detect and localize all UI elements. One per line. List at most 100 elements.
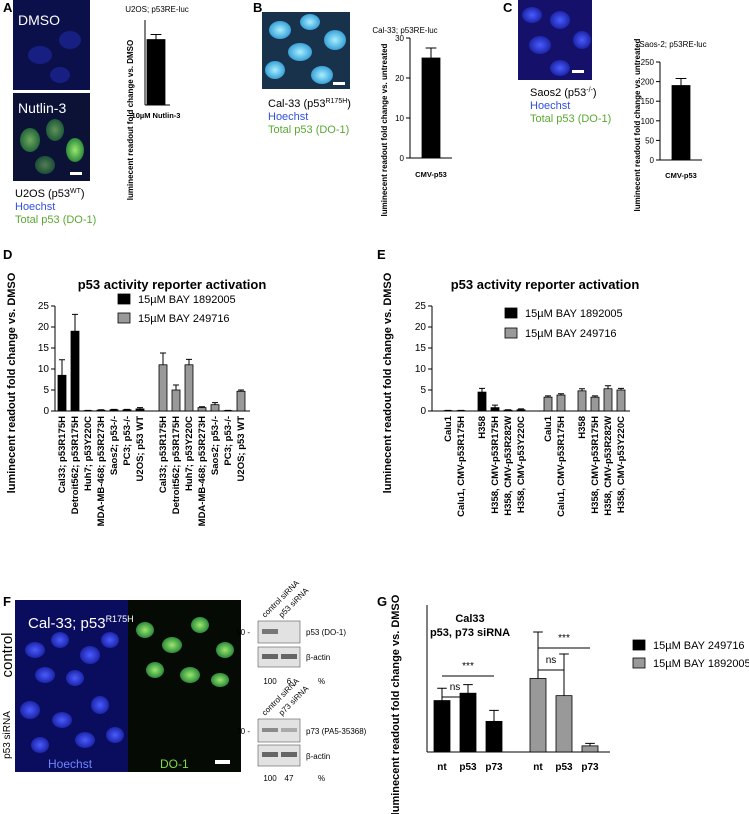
legend-swatch <box>117 312 131 324</box>
western-blot: control siRNA p53 siRNA 50 - p53 (DO-1) … <box>236 578 366 783</box>
error-bar <box>585 742 595 746</box>
error-bar <box>489 709 499 722</box>
y-tick-label: 25 <box>38 301 50 312</box>
y-tick-label: 100 <box>641 117 655 126</box>
y-axis-label: luminecent readout fold change vs. untre… <box>633 38 642 211</box>
cell-line-label: Saos2 (p53-/-) <box>530 87 597 99</box>
error-bar <box>592 395 598 398</box>
bar <box>577 390 587 412</box>
x-tick-label: p53 <box>459 762 477 773</box>
x-tick-label: H358, CMV-p53Y220C <box>616 416 627 513</box>
error-bar <box>437 687 447 701</box>
bar <box>421 57 441 159</box>
x-tick-label: PC3; p53-/- <box>122 416 133 466</box>
legend-swatch <box>117 293 131 305</box>
y-tick-label: 10 <box>415 364 427 375</box>
x-tick-label: H358, CMV-p53R175H <box>590 416 601 514</box>
superscript: WT <box>70 188 82 195</box>
x-tick-label: MDA-MB-468; p53R273H <box>96 416 107 526</box>
chart-title: p53 activity reporter activation <box>78 277 267 292</box>
y-tick-label: 250 <box>641 58 655 67</box>
x-tick-label: Cal33; p53R175H <box>158 416 169 493</box>
x-tick-label: Saos2; p53-/- <box>109 416 120 475</box>
superscript: R175H <box>106 614 134 624</box>
bar <box>603 388 613 412</box>
error-bar <box>72 313 78 332</box>
annotation: ns <box>450 682 461 693</box>
x-tick-label: H358 <box>577 416 588 439</box>
panel-letter: C <box>503 0 513 15</box>
bar <box>516 409 526 412</box>
x-tick-label: Cal33; p53R175H <box>57 416 68 493</box>
y-tick-label: 0 <box>43 406 49 417</box>
bar <box>57 374 67 412</box>
quant: 100 <box>263 774 277 783</box>
panel-letter: G <box>377 594 387 609</box>
error-bar <box>579 388 585 391</box>
bar <box>236 390 246 412</box>
panel-letter: D <box>3 247 12 262</box>
bar <box>477 391 487 412</box>
text: ) <box>593 87 597 99</box>
y-tick-label: 20 <box>395 74 404 83</box>
panel-letter: E <box>377 247 386 262</box>
error-bar <box>558 393 564 396</box>
x-tick-label: Saos2; p53-/- <box>210 416 221 475</box>
chart-title: Cal33 <box>455 613 484 625</box>
bar <box>171 389 181 412</box>
error-bar <box>559 653 569 696</box>
chart-subtitle: p53, p73 siRNA <box>430 627 510 639</box>
x-tick-label: H358 <box>477 416 488 439</box>
error-bar <box>463 684 473 694</box>
panel-letter: B <box>253 0 262 15</box>
superscript: R175H <box>325 98 347 105</box>
stain-label: Hoechst <box>48 757 93 771</box>
y-tick-label: 0 <box>420 406 426 417</box>
x-tick-label: H358, CMV-p53R282W <box>603 416 614 516</box>
x-tick-label: H358, CMV-p53R282W <box>503 416 514 516</box>
bar <box>556 394 566 412</box>
bar <box>135 408 145 412</box>
quant: 100 <box>263 677 277 686</box>
y-tick-label: 0 <box>400 154 405 163</box>
annotation: *** <box>462 661 474 672</box>
bar <box>543 396 553 412</box>
x-tick-label: CMV-p53 <box>415 170 447 179</box>
text: Cal-33 (p53 <box>268 98 325 110</box>
error-bar <box>675 77 687 86</box>
text: U2OS (p53 <box>15 188 70 200</box>
legend-label: 15µM BAY 249716 <box>525 328 617 340</box>
quant-unit: % <box>318 677 325 686</box>
error-bar <box>199 406 205 408</box>
micrograph-c <box>518 0 592 80</box>
x-tick-label: H358, CMV-p53Y220C <box>516 416 527 513</box>
x-tick-label: MDA-MB-468; p53R273H <box>197 416 208 526</box>
chart-title: Saos-2; p53RE-luc <box>639 40 706 49</box>
stain-label: Total p53 (DO-1) <box>15 214 96 226</box>
y-tick-label: 200 <box>641 78 655 87</box>
error-bar <box>173 384 179 390</box>
stain-label: Hoechst <box>15 201 55 213</box>
chart-title: p53 activity reporter activation <box>451 277 640 292</box>
legend-swatch <box>632 657 646 669</box>
bar <box>503 409 513 412</box>
error-bar <box>479 387 485 393</box>
error-bar <box>533 631 543 679</box>
y-axis-label: luminecent readout fold change vs. DMSO <box>390 594 402 814</box>
bar <box>433 700 451 753</box>
x-tick-label: U2OS; p53 WT <box>236 416 247 482</box>
y-tick-label: 5 <box>420 385 426 396</box>
x-tick-label: CMV-p53 <box>665 171 697 180</box>
x-tick-label: Huh7; p53Y220C <box>83 416 94 491</box>
bar <box>616 389 626 412</box>
bar <box>671 85 691 161</box>
stain-label: DO-1 <box>160 757 189 771</box>
error-bar <box>545 395 551 398</box>
annotation: ns <box>546 655 557 666</box>
x-tick-label: p73 <box>581 762 599 773</box>
x-tick-label: 10µM Nutlin-3 <box>132 111 181 120</box>
y-axis-label: luminecent readout fold change vs. DMSO <box>382 272 394 493</box>
row-label: control <box>0 632 16 677</box>
y-tick-label: 10 <box>395 114 404 123</box>
y-tick-label: 25 <box>415 301 427 312</box>
